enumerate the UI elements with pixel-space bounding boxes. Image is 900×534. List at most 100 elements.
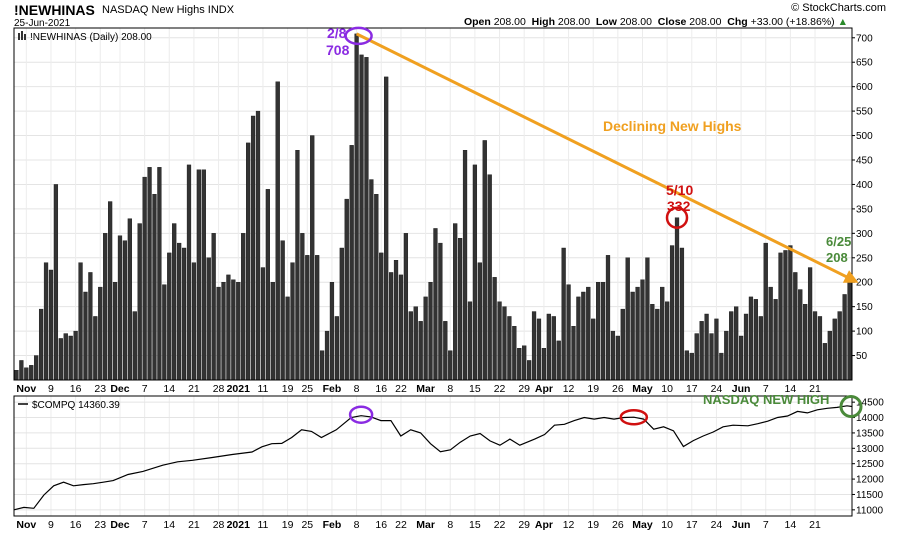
new-highs-bar [743, 313, 749, 381]
new-highs-bar [531, 311, 537, 381]
new-highs-bar [339, 247, 344, 381]
chg-value: +33.00 (+18.86%) [750, 16, 835, 28]
new-highs-bar [566, 284, 571, 381]
new-highs-bar [576, 296, 581, 381]
new-highs-bar [384, 76, 389, 381]
top-y-tick-label: 300 [856, 229, 873, 240]
new-highs-bar [773, 299, 778, 381]
new-highs-bar [418, 321, 423, 381]
trend-label: Declining New Highs [603, 118, 742, 134]
low-value: 208.00 [619, 16, 652, 28]
new-highs-bar [265, 189, 270, 381]
new-highs-bar [660, 286, 665, 381]
peak-date-label: 2/8 [327, 25, 347, 41]
new-highs-bar [433, 228, 438, 381]
new-highs-bar [206, 257, 211, 381]
top-x-tick-label: 24 [711, 383, 723, 395]
top-x-tick-label: Feb [323, 383, 342, 395]
bottom-y-axis: 11000 11500 12000 12500 13000 13500 14000 14500 [852, 398, 884, 516]
new-highs-bar [709, 333, 714, 381]
bottom-x-tick-label: Apr [535, 519, 553, 531]
bottom-y-tick-label: 14500 [856, 398, 884, 409]
new-highs-bar [221, 282, 226, 381]
new-highs-bar [793, 272, 798, 381]
new-highs-bar [112, 282, 118, 381]
top-y-tick-label: 400 [856, 180, 873, 191]
new-highs-bar [186, 164, 192, 381]
new-highs-bar [388, 272, 394, 381]
new-highs-bar [605, 255, 611, 381]
top-x-tick-label: 21 [809, 383, 821, 395]
close-label: Close [657, 16, 687, 28]
peak-value-label: 708 [326, 42, 350, 58]
top-x-tick-label: 22 [395, 383, 407, 395]
bottom-x-tick-label: 19 [587, 519, 599, 531]
new-highs-bar [38, 308, 44, 381]
bottom-x-tick-label: Mar [416, 519, 435, 531]
new-highs-bar [398, 274, 404, 381]
new-highs-bar [704, 313, 709, 381]
chg-label: Chg [727, 16, 748, 28]
bottom-x-tick-label: Jun [732, 519, 751, 531]
bottom-x-tick-label: 17 [686, 519, 698, 531]
top-y-tick-label: 600 [856, 82, 873, 93]
new-highs-bar [231, 279, 236, 381]
new-highs-bar [34, 355, 39, 381]
top-x-tick-label: Dec [110, 383, 129, 395]
top-y-tick-label: 650 [856, 58, 873, 69]
new-highs-bar [236, 282, 241, 381]
new-highs-bar [689, 352, 694, 381]
new-highs-bar [246, 142, 251, 381]
new-highs-bar [255, 110, 261, 381]
new-highs-bar [512, 326, 517, 381]
new-highs-bar [679, 247, 685, 381]
nasdaq-new-high-label: NASDAQ NEW HIGH [703, 392, 829, 407]
new-highs-bar [93, 316, 98, 381]
new-highs-bar [586, 286, 591, 381]
top-x-tick-label: 8 [354, 383, 360, 395]
top-y-tick-label: 700 [856, 33, 873, 44]
new-highs-bar [270, 282, 275, 381]
new-highs-bar [448, 350, 453, 381]
new-highs-bar [788, 245, 793, 381]
bottom-x-tick-label: May [632, 519, 653, 531]
new-highs-bar [216, 286, 221, 381]
new-highs-bar [600, 282, 606, 381]
top-x-tick-label: 19 [282, 383, 294, 395]
new-highs-bar [462, 150, 468, 381]
new-highs-bar [625, 257, 630, 381]
top-x-tick-label: 9 [48, 383, 54, 395]
new-highs-bar [315, 255, 320, 381]
open-value: 208.00 [493, 16, 526, 28]
new-highs-bar [344, 198, 349, 381]
bottom-x-tick-label: 8 [354, 519, 360, 531]
new-highs-bar [329, 282, 335, 381]
new-highs-bar [88, 272, 93, 381]
new-highs-bar [157, 167, 162, 381]
new-highs-bar [122, 240, 128, 381]
bottom-x-tick-label: 21 [188, 519, 200, 531]
new-highs-bar [832, 318, 837, 381]
new-highs-bar [201, 169, 206, 381]
new-highs-bars [14, 33, 852, 381]
new-highs-bar [827, 330, 832, 381]
new-highs-bar [798, 289, 803, 381]
new-highs-bar [334, 316, 339, 381]
top-y-tick-label: 200 [856, 278, 873, 289]
new-highs-bar [438, 242, 443, 381]
bars-legend-icon-3 [24, 34, 26, 40]
new-highs-bar [443, 321, 448, 381]
new-highs-bar [783, 250, 788, 381]
compq-line [13, 405, 853, 511]
up-arrow-icon: ▲ [837, 16, 848, 28]
may-date-label: 5/10 [666, 182, 693, 198]
compq-june-circle [839, 394, 863, 418]
new-highs-bar [285, 296, 290, 381]
top-x-tick-label: 8 [447, 383, 453, 395]
new-highs-bar [812, 311, 818, 381]
new-highs-bar [630, 291, 635, 381]
bottom-x-tick-label: Dec [110, 519, 129, 531]
symbol-description: NASDAQ New Highs INDX [102, 4, 234, 16]
peak-circle [344, 26, 373, 46]
